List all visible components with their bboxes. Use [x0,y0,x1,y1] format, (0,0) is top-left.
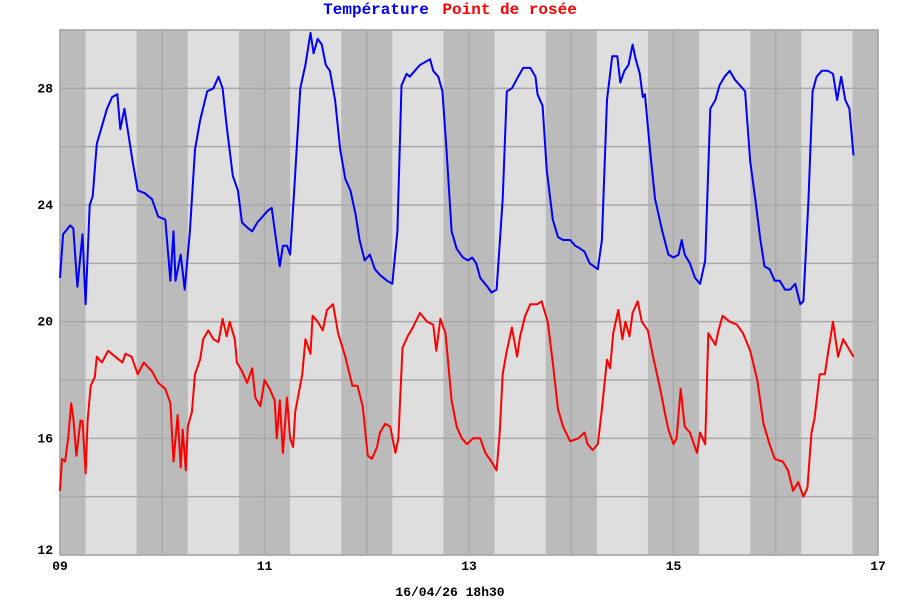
dew-point-line [59,300,855,498]
x-tick-label: 15 [666,559,682,574]
x-axis-label: 16/04/26 18h30 [395,585,504,600]
night-band [60,30,86,555]
x-axis-ticks: 09 11 13 15 17 [52,559,886,574]
y-tick-label: 24 [37,198,53,213]
x-tick-label: 11 [257,559,273,574]
chart-title: Température Point de rosée [0,0,900,20]
x-tick-label: 17 [870,559,886,574]
plot-frame [59,29,879,556]
temperature-line [59,31,855,306]
y-tick-label: 16 [37,431,53,446]
x-tick-label: 09 [52,559,68,574]
legend-temperature: Température [323,1,429,19]
x-tick-label: 13 [461,559,477,574]
night-band [852,30,878,555]
y-tick-label: 12 [37,543,53,558]
y-tick-label: 28 [37,81,53,96]
legend-dew-point: Point de rosée [442,1,577,19]
y-axis-ticks: 12 16 20 24 28 [37,81,53,558]
y-tick-label: 20 [37,315,53,330]
series-lines [59,31,855,498]
